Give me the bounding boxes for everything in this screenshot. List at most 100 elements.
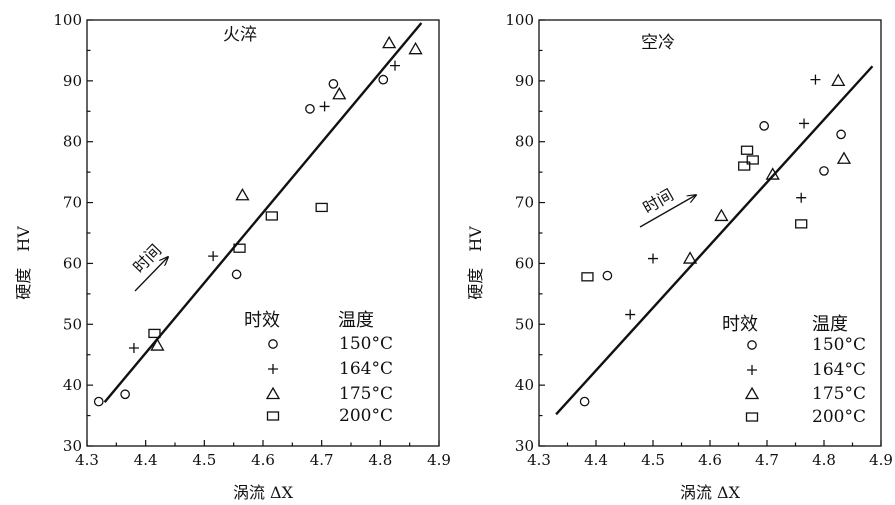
y-axis-label: 硬度 HV bbox=[466, 226, 485, 300]
data-point bbox=[305, 104, 315, 114]
legend-label: 175°C bbox=[812, 384, 866, 404]
data-point bbox=[799, 118, 810, 129]
data-point bbox=[128, 343, 139, 354]
y-tick-label: 80 bbox=[63, 133, 82, 151]
legend-symbol bbox=[747, 365, 757, 375]
legend-symbol bbox=[268, 339, 278, 349]
y-tick-label: 30 bbox=[63, 437, 82, 455]
legend-symbol bbox=[744, 386, 760, 400]
x-tick-label: 4.4 bbox=[134, 451, 158, 469]
panel-title: 火淬 bbox=[223, 25, 257, 45]
series-triangle bbox=[682, 73, 852, 264]
x-tick-label: 4.4 bbox=[584, 451, 608, 469]
data-point bbox=[625, 309, 636, 320]
y-tick-label: 100 bbox=[53, 11, 82, 29]
data-point bbox=[759, 121, 770, 131]
legend-label: 164°C bbox=[339, 359, 393, 379]
data-point bbox=[332, 86, 347, 100]
data-point bbox=[120, 389, 130, 400]
data-point bbox=[150, 338, 165, 351]
data-point bbox=[581, 272, 594, 282]
y-tick-label: 30 bbox=[515, 437, 534, 455]
x-tick-label: 4.5 bbox=[192, 451, 216, 469]
series-plus bbox=[625, 74, 821, 320]
data-point bbox=[648, 253, 658, 264]
y-tick-label: 60 bbox=[515, 254, 534, 272]
legend-symbol bbox=[266, 411, 280, 421]
y-tick-label: 70 bbox=[63, 194, 82, 212]
data-point bbox=[819, 166, 829, 176]
x-tick-label: 4.8 bbox=[368, 451, 392, 469]
data-point bbox=[408, 41, 423, 55]
data-point bbox=[231, 269, 242, 280]
x-tick-label: 4.3 bbox=[75, 451, 99, 469]
data-point bbox=[836, 151, 852, 164]
data-point bbox=[714, 208, 729, 222]
chart-panel-2: 4.3 4.4 4.5 4.6 4.7 4.8 4.9 30 40 50 60 70 80 90 100 涡流… bbox=[466, 11, 893, 502]
chart-panel-1: 4.3 4.4 4.5 4.6 4.7 4.8 4.9 30 40 50 60 70 80 90 100 涡流… bbox=[14, 11, 451, 502]
panel-title: 空冷 bbox=[641, 33, 675, 53]
data-point bbox=[319, 101, 330, 112]
data-point bbox=[746, 155, 759, 165]
data-point bbox=[148, 328, 161, 339]
series-circle bbox=[579, 121, 846, 407]
data-point bbox=[810, 74, 821, 85]
time-annotation: 时间 bbox=[640, 185, 677, 217]
legend-header-temp: 温度 bbox=[812, 314, 848, 335]
fit-line bbox=[555, 65, 874, 416]
y-tick-label: 90 bbox=[63, 72, 82, 90]
series-triangle bbox=[150, 35, 423, 351]
data-point bbox=[836, 129, 846, 140]
data-point bbox=[579, 396, 590, 407]
y-tick-label: 60 bbox=[63, 254, 82, 272]
y-tick-label: 40 bbox=[515, 376, 534, 394]
x-tick-label: 4.6 bbox=[251, 451, 275, 469]
data-point bbox=[208, 251, 219, 262]
data-point bbox=[738, 161, 751, 171]
data-point bbox=[315, 202, 328, 213]
x-tick-label: 4.9 bbox=[427, 451, 451, 469]
time-arrow bbox=[639, 195, 696, 228]
data-point bbox=[831, 73, 846, 87]
time-annotation: 时间 bbox=[129, 241, 165, 277]
y-tick-label: 40 bbox=[63, 376, 82, 394]
x-tick-label: 4.6 bbox=[698, 451, 722, 469]
legend-symbol bbox=[745, 412, 759, 422]
legend-header-time: 时效 bbox=[722, 314, 758, 335]
legend-header-temp: 温度 bbox=[338, 310, 374, 331]
x-tick-label: 4.8 bbox=[812, 451, 836, 469]
data-point bbox=[378, 74, 389, 85]
legend-label: 150°C bbox=[812, 335, 866, 355]
y-tick-label: 50 bbox=[63, 315, 82, 333]
x-axis-label: 涡流 ΔX bbox=[680, 483, 741, 502]
legend-label: 200°C bbox=[812, 407, 866, 427]
data-point bbox=[796, 192, 807, 203]
legend-label: 150°C bbox=[339, 334, 393, 354]
data-point bbox=[795, 219, 808, 229]
data-point bbox=[265, 211, 278, 221]
data-point bbox=[765, 167, 780, 180]
legend-label: 164°C bbox=[812, 360, 866, 380]
data-point bbox=[740, 145, 754, 155]
x-axis-label: 涡流 ΔX bbox=[233, 483, 294, 502]
y-tick-label: 80 bbox=[515, 133, 534, 151]
y-tick-label: 70 bbox=[515, 194, 534, 212]
x-tick-label: 4.7 bbox=[755, 451, 779, 469]
data-point bbox=[602, 270, 613, 281]
series-circle bbox=[93, 74, 389, 407]
y-tick-label: 100 bbox=[505, 11, 534, 29]
series-square bbox=[581, 145, 808, 282]
legend-header-time: 时效 bbox=[244, 310, 280, 331]
x-tick-label: 4.3 bbox=[527, 451, 551, 469]
y-axis-label: 硬度 HV bbox=[14, 226, 33, 300]
legend-label: 175°C bbox=[339, 384, 393, 404]
legend-label: 200°C bbox=[339, 406, 393, 426]
y-tick-label: 50 bbox=[515, 315, 534, 333]
data-point bbox=[235, 187, 250, 201]
data-point bbox=[328, 79, 339, 89]
series-square bbox=[148, 202, 328, 339]
legend-symbol bbox=[268, 364, 278, 374]
